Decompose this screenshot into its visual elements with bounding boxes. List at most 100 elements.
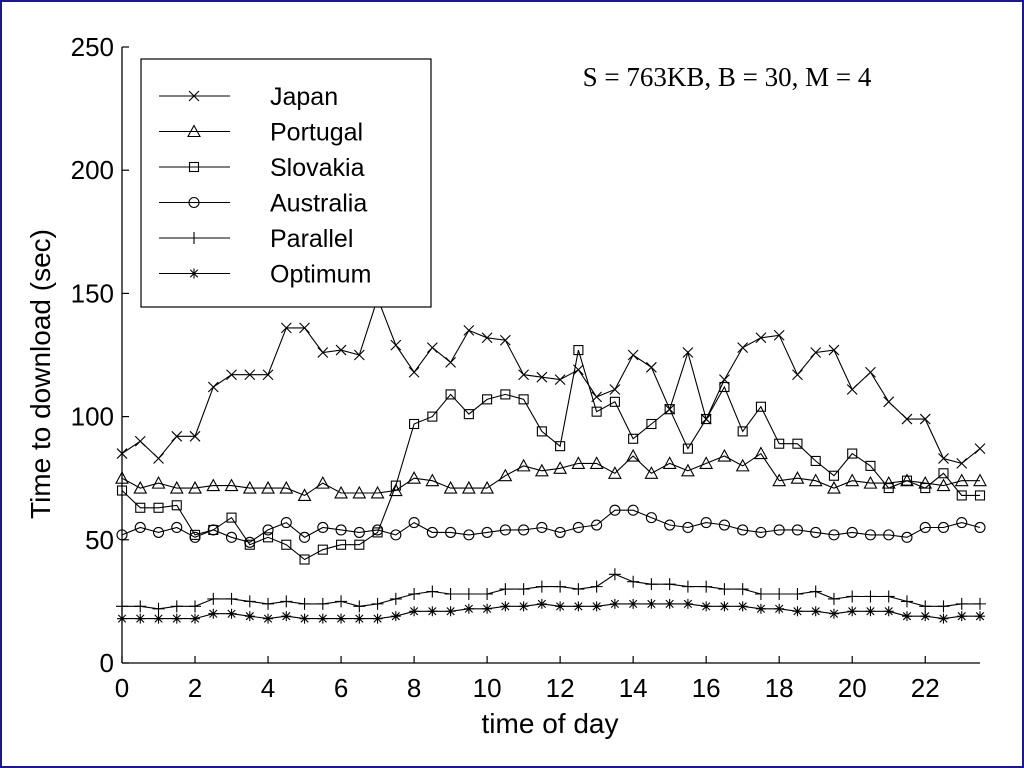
data-point-parallel	[189, 600, 202, 613]
data-point-slovakia	[354, 539, 365, 550]
data-point-australia	[773, 524, 785, 536]
data-point-australia	[645, 512, 657, 524]
data-point-portugal	[115, 471, 129, 484]
data-point-portugal	[553, 461, 568, 474]
data-point-parallel	[389, 592, 402, 605]
data-point-portugal	[808, 473, 823, 487]
data-point-optimum	[774, 603, 785, 614]
data-point-australia	[372, 524, 384, 536]
data-point-portugal	[973, 473, 987, 487]
x-tick-label: 18	[765, 673, 794, 703]
series-line-parallel	[122, 573, 980, 610]
y-axis-label: Time to download (sec)	[25, 229, 56, 519]
data-point-japan	[865, 366, 876, 378]
data-point-portugal	[827, 480, 841, 494]
data-point-australia	[956, 517, 968, 529]
data-point-slovakia	[847, 448, 858, 459]
data-point-parallel	[900, 595, 913, 608]
data-point-japan	[737, 342, 749, 353]
data-point-portugal	[534, 463, 549, 477]
data-point-australia	[572, 521, 584, 534]
data-point-optimum	[427, 606, 438, 617]
x-axis-label: time of day	[482, 708, 619, 739]
data-point-parallel	[627, 575, 640, 588]
data-point-portugal	[571, 456, 586, 469]
data-point-japan	[828, 344, 840, 356]
data-point-japan	[353, 349, 365, 361]
data-point-portugal	[699, 456, 714, 469]
data-point-portugal	[680, 463, 695, 477]
legend-marker-optimum	[189, 268, 199, 279]
data-point-japan	[226, 369, 237, 381]
data-point-parallel	[152, 602, 165, 615]
legend-label-optimum: Optimum	[270, 261, 371, 289]
data-point-parallel	[663, 578, 676, 591]
data-point-australia	[445, 526, 457, 538]
data-point-parallel	[280, 595, 293, 608]
data-point-japan	[189, 430, 201, 442]
data-point-japan	[299, 322, 310, 334]
data-point-australia	[481, 526, 493, 538]
data-point-optimum	[354, 613, 365, 624]
x-tick-label: 4	[261, 673, 275, 703]
data-point-australia	[737, 524, 749, 536]
data-point-australia	[846, 526, 858, 538]
data-point-optimum	[682, 598, 693, 609]
data-point-optimum	[810, 606, 821, 617]
data-point-portugal	[644, 466, 659, 479]
series-optimum	[117, 598, 985, 624]
data-point-optimum	[828, 608, 839, 619]
series-slovakia	[116, 345, 986, 565]
data-point-japan	[481, 332, 493, 344]
data-point-slovakia	[409, 418, 420, 430]
data-point-slovakia	[518, 394, 529, 405]
data-point-slovakia	[664, 404, 675, 415]
data-point-japan	[536, 371, 548, 383]
data-point-parallel	[882, 590, 895, 603]
legend-label-australia: Australia	[270, 190, 367, 218]
data-point-parallel	[335, 595, 348, 608]
data-point-japan	[280, 322, 292, 334]
data-point-portugal	[425, 473, 440, 487]
data-point-slovakia	[810, 455, 821, 467]
data-point-parallel	[462, 588, 475, 601]
data-point-australia	[937, 521, 950, 534]
data-point-slovakia	[281, 539, 292, 550]
data-point-portugal	[772, 473, 787, 487]
legend-label-slovakia: Slovakia	[270, 154, 365, 182]
data-point-australia	[664, 519, 676, 531]
data-point-portugal	[626, 448, 641, 462]
x-tick-label: 16	[692, 673, 721, 703]
data-point-portugal	[790, 471, 805, 484]
data-point-australia	[718, 519, 730, 531]
data-point-australia	[408, 517, 420, 529]
series-line-portugal	[121, 452, 980, 497]
data-point-slovakia	[774, 438, 785, 449]
data-point-parallel	[353, 600, 366, 613]
data-point-optimum	[865, 606, 876, 617]
data-point-parallel	[426, 585, 439, 598]
data-point-japan	[846, 384, 858, 395]
data-point-portugal	[516, 458, 531, 472]
data-point-optimum	[390, 611, 401, 622]
data-point-optimum	[372, 613, 383, 624]
data-point-portugal	[954, 473, 969, 487]
x-tick-label: 0	[115, 673, 129, 703]
data-point-japan	[938, 453, 949, 464]
data-point-slovakia	[116, 485, 128, 496]
data-point-slovakia	[427, 411, 438, 422]
data-point-optimum	[226, 608, 237, 619]
legend-item-optimum: Optimum	[159, 261, 371, 289]
data-point-australia	[426, 526, 438, 538]
series-australia	[116, 504, 986, 548]
data-point-slovakia	[262, 532, 274, 543]
data-point-australia	[189, 531, 201, 543]
data-point-slovakia	[682, 443, 693, 454]
data-point-portugal	[352, 485, 367, 499]
data-point-australia	[627, 504, 639, 516]
data-point-optimum	[719, 601, 730, 612]
data-point-portugal	[863, 475, 878, 489]
data-point-parallel	[262, 597, 275, 610]
